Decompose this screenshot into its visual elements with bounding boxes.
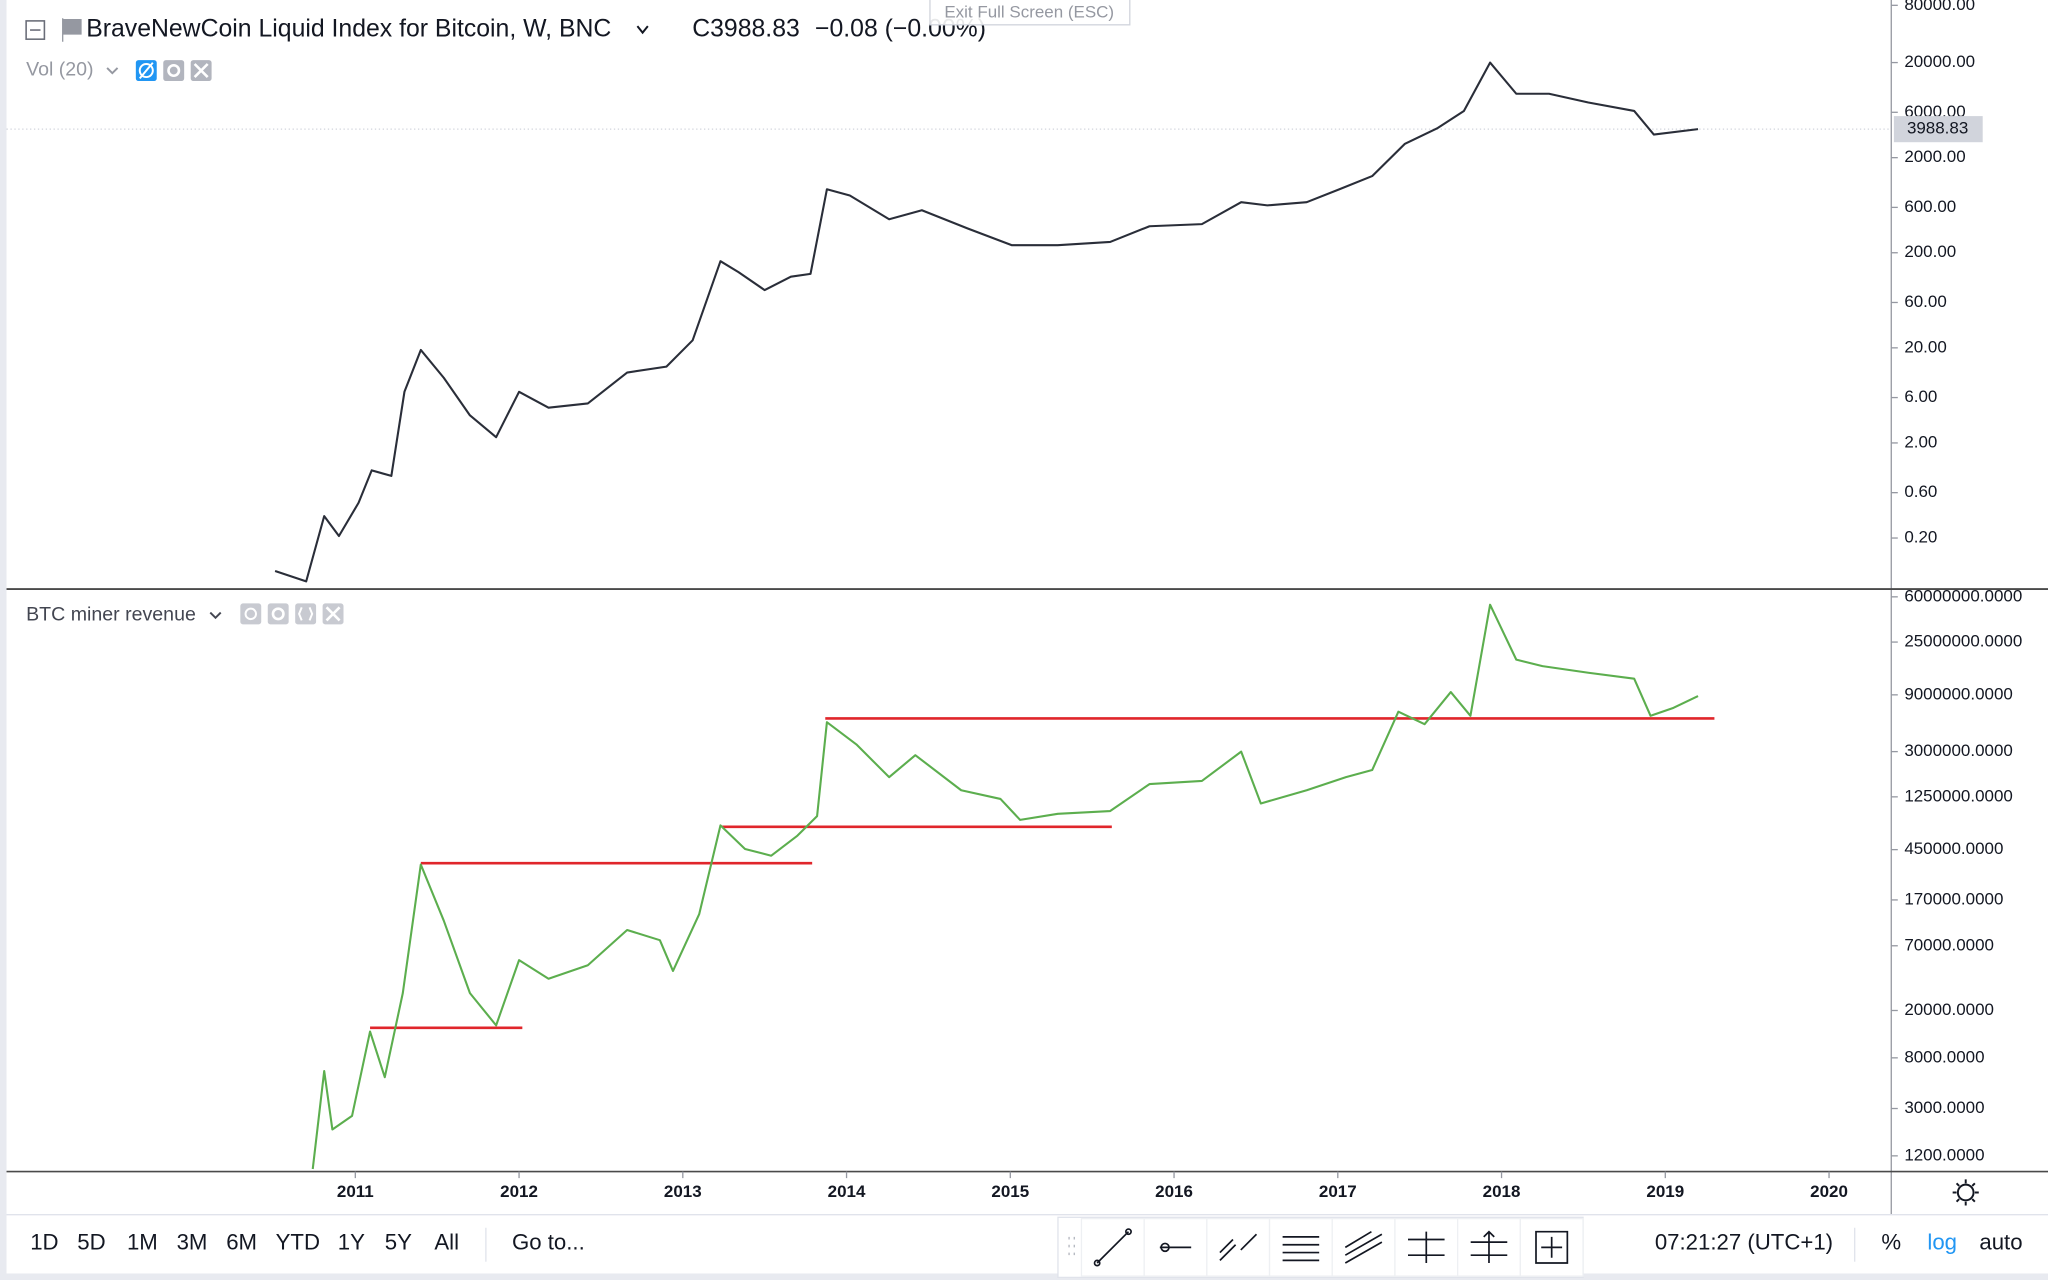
y-tick-label: 9000000.0000 xyxy=(1904,684,2013,703)
y-tick-label: 2.00 xyxy=(1904,432,1937,451)
y-tick-label: 2000.00 xyxy=(1904,147,1965,166)
range-button[interactable]: 5Y xyxy=(385,1229,412,1254)
y-tick-label: 1250000.0000 xyxy=(1904,786,2013,805)
y-tick-label: 70000.0000 xyxy=(1904,935,1994,954)
y-tick-label: 20000.00 xyxy=(1904,52,1975,71)
range-button[interactable]: 1Y xyxy=(338,1229,365,1254)
hide-icon-glyph xyxy=(138,63,154,79)
remove-icon-glyph xyxy=(193,63,209,78)
y-tick-label: 600.00 xyxy=(1904,197,1956,216)
hide-icon-glyph xyxy=(139,62,154,79)
settings-icon[interactable] xyxy=(267,603,289,625)
indicator-label: Vol (20) xyxy=(26,59,93,81)
drawing-tool-icon xyxy=(1344,1230,1383,1264)
scale-button[interactable]: log xyxy=(1927,1229,1957,1254)
x-tick-label: 2019 xyxy=(1646,1182,1684,1201)
x-tick-label: 2013 xyxy=(664,1182,702,1201)
clock: 07:21:27 (UTC+1) xyxy=(1655,1229,1833,1254)
drawing-tool-button[interactable] xyxy=(1206,1217,1271,1277)
range-button[interactable]: All xyxy=(434,1229,459,1254)
y-tick-label: 200.00 xyxy=(1904,242,1956,261)
y-tick-label: 8000.0000 xyxy=(1904,1047,1984,1066)
y-tick-label: 80000.00 xyxy=(1904,0,1975,14)
drawing-tool-icon xyxy=(1219,1233,1258,1262)
left-frame xyxy=(0,0,7,1280)
x-tick-label: 2018 xyxy=(1483,1182,1521,1201)
y-tick-label: 0.20 xyxy=(1904,528,1937,547)
exit-fullscreen-hint: Exit Full Screen (ESC) xyxy=(929,0,1131,26)
drawing-tool-button[interactable] xyxy=(1268,1217,1333,1277)
scale-button[interactable]: % xyxy=(1881,1229,1901,1254)
y-tick-label: 6000.00 xyxy=(1904,102,1965,121)
icon-glyph xyxy=(244,607,257,621)
y-tick-label: 3000000.0000 xyxy=(1904,741,2013,760)
y-tick-label: 3000.0000 xyxy=(1904,1098,1984,1117)
settings-icon[interactable] xyxy=(163,60,185,81)
range-button[interactable]: 1M xyxy=(127,1229,158,1254)
flag-icon xyxy=(62,18,82,42)
gear-icon[interactable] xyxy=(1956,1183,1975,1202)
x-tick-label: 2015 xyxy=(991,1182,1029,1201)
indicator-legend: BTC miner revenue xyxy=(26,603,344,625)
chevron[interactable] xyxy=(106,67,119,75)
y-tick-label: 450000.0000 xyxy=(1904,839,2003,858)
bottom-frame xyxy=(0,1273,2048,1280)
range-button[interactable]: 6M xyxy=(226,1229,257,1254)
drawing-tool-icon xyxy=(1470,1230,1508,1264)
drawing-tool-button[interactable] xyxy=(1331,1217,1396,1277)
icon-glyph xyxy=(271,607,285,621)
chevron[interactable] xyxy=(636,25,649,35)
drawing-tool-icon xyxy=(1408,1231,1445,1264)
y-tick-label: 20.00 xyxy=(1904,337,1946,356)
drawing-tool-icon xyxy=(1159,1242,1192,1253)
drawing-tool-icon xyxy=(1282,1236,1320,1262)
range-button[interactable]: 3M xyxy=(177,1229,208,1254)
range-button[interactable]: 5D xyxy=(77,1229,105,1254)
y-tick-label: 25000000.0000 xyxy=(1904,632,2022,651)
indicator-title: BTC miner revenue xyxy=(26,603,196,625)
chevron[interactable] xyxy=(209,611,222,620)
last-value-badge xyxy=(1893,116,1983,143)
drawing-tool-icon xyxy=(1535,1230,1569,1264)
series-line xyxy=(274,61,1699,583)
y-tick-label: 60000000.0000 xyxy=(1904,586,2022,605)
main-legend: BraveNewCoin Liquid Index for Bitcoin, W… xyxy=(25,16,986,81)
y-tick-label: 60.00 xyxy=(1904,292,1946,311)
y-tick-label: 170000.0000 xyxy=(1904,889,2003,908)
x-tick-label: 2016 xyxy=(1155,1182,1193,1201)
drawing-tool-icon xyxy=(1093,1228,1132,1267)
series-line xyxy=(311,603,1699,1170)
visibility-icon[interactable] xyxy=(240,603,262,625)
range-button[interactable]: YTD xyxy=(276,1229,320,1254)
y-tick-label: 6.00 xyxy=(1904,387,1937,406)
symbol-title: BraveNewCoin Liquid Index for Bitcoin, W… xyxy=(86,16,611,43)
x-tick-label: 2011 xyxy=(337,1182,374,1201)
scale-button[interactable]: auto xyxy=(1979,1229,2022,1254)
goto-button[interactable]: Go to... xyxy=(512,1229,585,1254)
collapse-icon[interactable] xyxy=(25,20,46,40)
hint-text: Exit Full Screen (ESC) xyxy=(944,3,1114,22)
drag-handle xyxy=(1068,1236,1075,1256)
x-tick-label: 2020 xyxy=(1810,1182,1848,1201)
close-value: C3988.83 xyxy=(692,16,800,43)
y-tick-label: 1200.0000 xyxy=(1904,1145,1984,1164)
y-tick-label: 20000.0000 xyxy=(1904,1000,1994,1019)
x-tick-label: 2017 xyxy=(1319,1182,1357,1201)
settings-icon-glyph xyxy=(167,63,181,78)
bottom-toolbar: Go to... 07:21:27 (UTC+1) 1D 5D 1M 3M 6M YTD 1… xyxy=(30,1216,2023,1279)
y-tick-label: 0.60 xyxy=(1904,482,1937,501)
plot-layer: 80000.00 20000.00 6000.00 2000.00 600.00 200.… xyxy=(6,0,2022,1201)
x-tick-label: 2012 xyxy=(500,1182,538,1201)
range-button[interactable]: 1D xyxy=(30,1229,58,1254)
x-tick-label: 2014 xyxy=(828,1182,866,1201)
last-value-label: 3988.83 xyxy=(1907,119,1968,138)
hint-box xyxy=(929,0,1131,26)
icon-glyph xyxy=(325,606,341,622)
icon-glyph xyxy=(298,606,314,621)
